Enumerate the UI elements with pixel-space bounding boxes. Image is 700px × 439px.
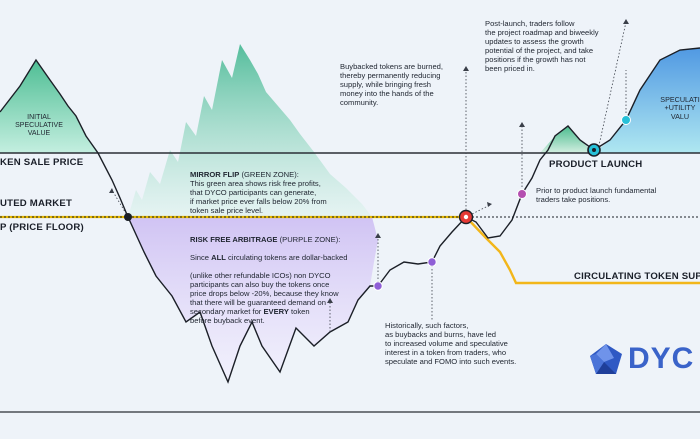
risk-free-zone: (PURPLE ZONE): <box>277 235 341 244</box>
risk-free-every: EVERY <box>263 307 289 316</box>
initial-speculative-area <box>0 60 98 153</box>
risk-free-text-1: Since <box>190 253 212 262</box>
mirror-flip-zone: (GREEN ZONE): <box>239 170 299 179</box>
purple-marker-2 <box>427 257 437 267</box>
circulating-supply-label: CIRCULATING TOKEN SUPP <box>574 271 700 282</box>
mirror-flip-body: This green area shows risk free profits,… <box>190 179 327 215</box>
speculative-utility-label: SPECULATI +UTILITY VALU <box>660 95 700 121</box>
speculative-utility-area <box>594 48 700 153</box>
risk-free-text-2: circulating tokens are dollar-backed <box>225 253 348 262</box>
token-sale-price-label: KEN SALE PRICE <box>0 157 84 168</box>
risk-free-note: RISK FREE ARBITRAGE (PURPLE ZONE): Since… <box>190 226 347 334</box>
pre-launch-marker <box>517 189 527 199</box>
product-launch-label: PRODUCT LAUNCH <box>549 159 643 170</box>
risk-free-text-3: (unlike other refundable ICOs) non DYCO … <box>190 271 339 316</box>
pre-launch-note: Prior to product launch fundamental trad… <box>536 186 657 204</box>
risk-free-title: RISK FREE ARBITRAGE <box>190 235 278 244</box>
pre-launch-hill <box>540 126 594 153</box>
dyco-logo: DYC <box>588 342 694 376</box>
diluted-market-label-line1: UTED MARKET <box>0 198 73 209</box>
mirror-flip-green-zone <box>128 44 372 217</box>
initial-speculative-label: INITIAL SPECULATIVE VALUE <box>15 114 63 137</box>
purple-marker-1 <box>373 281 383 291</box>
risk-free-all: ALL <box>211 253 226 262</box>
historically-note: Historically, such factors, as buybacks … <box>385 321 517 366</box>
mirror-flip-note: MIRROR FLIP (GREEN ZONE): This green are… <box>190 161 327 224</box>
risk-free-text-4: token before buyback event. <box>190 307 310 325</box>
floor-cross-marker <box>124 213 132 221</box>
mirror-flip-title: MIRROR FLIP <box>190 170 240 179</box>
dyco-logo-icon <box>590 344 622 374</box>
diluted-market-label-line2: P (PRICE FLOOR) <box>0 222 84 233</box>
dyco-logo-text: DYC <box>628 342 695 375</box>
circulating-supply-line <box>465 216 700 285</box>
post-launch-note: Post-launch, traders follow the project … <box>485 19 599 73</box>
post-launch-marker <box>621 115 631 125</box>
risk-free-purple-zone <box>128 217 378 382</box>
buyback-note: Buybacked tokens are burned, thereby per… <box>340 62 444 107</box>
price-line <box>0 47 700 384</box>
